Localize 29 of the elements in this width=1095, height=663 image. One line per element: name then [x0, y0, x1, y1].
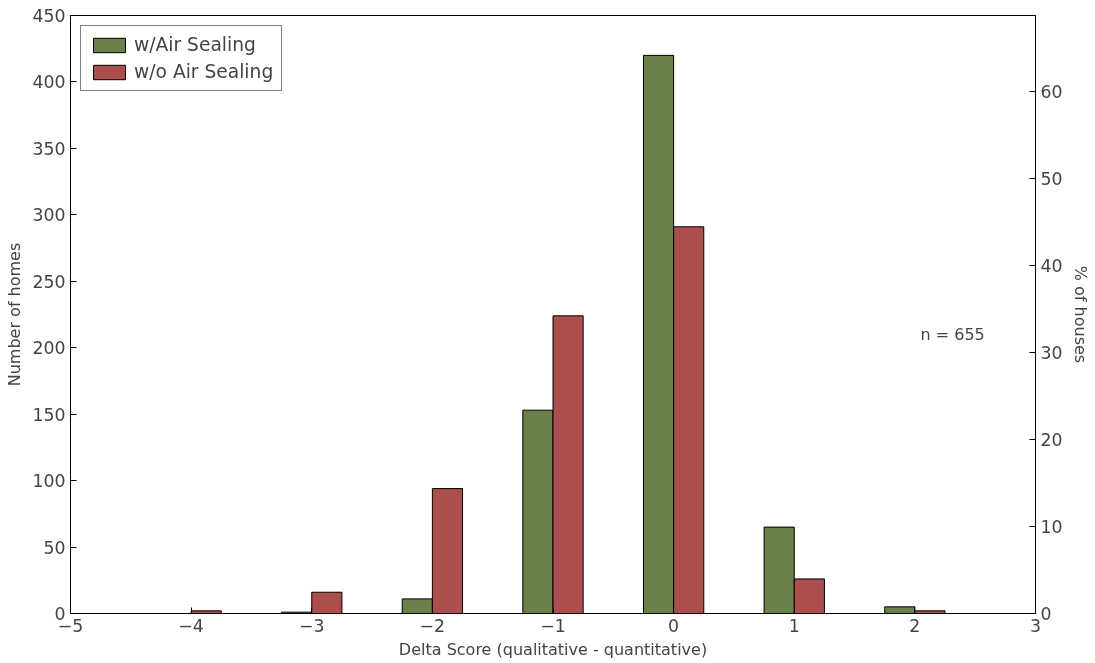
legend-label: w/Air Sealing — [134, 34, 256, 55]
y-tick-label: 450 — [32, 6, 66, 26]
y-tick-label: 350 — [32, 138, 66, 159]
y2-tick-label: 40 — [1040, 255, 1063, 276]
y2-axis-title: % of houses — [1070, 265, 1090, 364]
x-tick-label: −3 — [298, 615, 325, 636]
y2-tick-label: 60 — [1040, 81, 1063, 102]
y-tick-label: 50 — [43, 537, 66, 558]
x-tick-label: −1 — [540, 615, 566, 636]
y2-tick-label: 10 — [1040, 516, 1063, 537]
y-tick-label: 400 — [32, 72, 66, 93]
y-tick-label: 100 — [32, 471, 66, 492]
y-tick-label: 300 — [32, 205, 66, 226]
legend-label: w/o Air Sealing — [134, 61, 274, 82]
x-tick-label: −4 — [178, 615, 204, 636]
x-tick-label: 2 — [909, 615, 921, 636]
x-tick-label: −2 — [419, 615, 446, 636]
y-tick-label: 150 — [32, 404, 66, 425]
annotation: n = 655 — [920, 324, 985, 344]
y2-tick-label: 20 — [1040, 429, 1063, 450]
x-tick-label: 3 — [1029, 615, 1042, 636]
y2-tick-label: 30 — [1040, 342, 1063, 363]
y-tick-label: 200 — [32, 338, 66, 359]
x-axis-title: Delta Score (qualitative - quantitative) — [398, 639, 708, 659]
x-tick-label: 1 — [788, 615, 800, 636]
y-axis-title: Number of homes — [5, 242, 25, 387]
y2-tick-label: 50 — [1040, 168, 1063, 189]
x-tick-label: 0 — [668, 615, 680, 636]
y-tick-label: 250 — [32, 271, 66, 292]
